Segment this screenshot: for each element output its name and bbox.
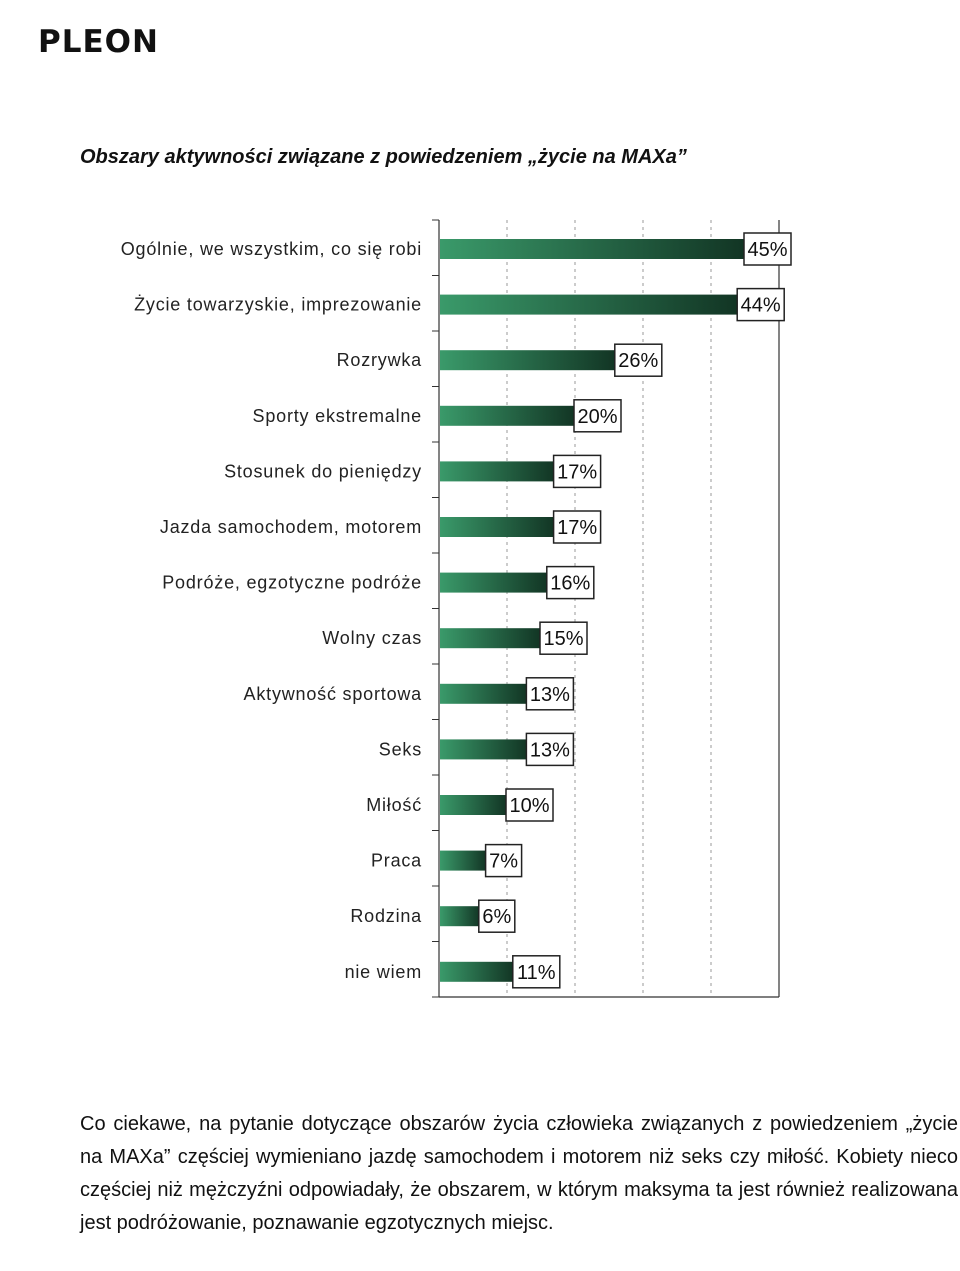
data-label-box [484, 843, 523, 878]
bar [440, 795, 507, 815]
commentary-paragraph: Co ciekawe, na pytanie dotyczące obszaró… [80, 1113, 958, 1234]
category-label: Życie towarzyskie, imprezowanie [134, 295, 422, 315]
bar [440, 517, 555, 537]
data-label: 6% [482, 906, 511, 928]
data-label: 11% [517, 962, 556, 984]
bar [440, 572, 548, 593]
data-label: 13% [530, 684, 570, 706]
data-label-box [552, 454, 602, 489]
data-label: 20% [577, 406, 617, 428]
category-label: Seks [379, 739, 422, 759]
bar [440, 739, 528, 760]
data-label: 10% [509, 795, 549, 817]
data-label: 45% [747, 239, 787, 261]
bar [440, 906, 480, 927]
bar [440, 461, 555, 482]
category-label: Aktywność sportowa [244, 684, 423, 704]
category-label: Stosunek do pieniędzy [224, 461, 422, 481]
data-label-box [552, 510, 602, 544]
data-label-box [525, 732, 575, 767]
data-label: 7% [489, 851, 518, 873]
data-label-box [525, 677, 575, 711]
category-label: Miłość [366, 795, 422, 815]
category-label: nie wiem [345, 962, 422, 982]
data-label-box [614, 343, 663, 377]
bar [440, 350, 616, 371]
data-label-box [478, 899, 516, 933]
data-label-box [512, 955, 561, 989]
data-label: 26% [618, 350, 658, 372]
data-label: 15% [543, 628, 583, 650]
data-label-box [573, 399, 622, 433]
category-label: Ogólnie, we wszystkim, co się robi [121, 239, 422, 259]
data-label-box [546, 565, 595, 600]
data-label: 17% [557, 517, 597, 539]
category-label: Sporty ekstremalne [253, 406, 422, 426]
data-label-box [743, 232, 792, 266]
bar [440, 294, 739, 315]
data-label: 44% [741, 295, 781, 317]
bar [440, 239, 745, 259]
bar-chart: Ogólnie, we wszystkim, co się robi Życie … [121, 219, 792, 998]
category-label: Rodzina [350, 906, 422, 926]
category-label: Jazda samochodem, motorem [160, 517, 422, 537]
bar [440, 683, 528, 704]
category-label: Wolny czas [322, 628, 422, 648]
chart-heading: Obszary aktywności związane z powiedzeni… [80, 146, 687, 168]
bar [440, 405, 575, 426]
bar [440, 961, 514, 982]
bar [440, 628, 541, 649]
data-label: 17% [557, 461, 597, 483]
data-label: 16% [550, 573, 590, 595]
category-label: Praca [371, 851, 422, 871]
bar [440, 850, 487, 871]
pleon-logo: PLEON [38, 24, 159, 60]
data-label-box [736, 287, 785, 322]
category-label: Podróże, egzotyczne podróże [162, 573, 422, 593]
data-label-box [505, 788, 554, 822]
data-label: 13% [530, 739, 570, 761]
category-label: Rozrywka [337, 350, 423, 370]
data-label-box [539, 621, 588, 655]
